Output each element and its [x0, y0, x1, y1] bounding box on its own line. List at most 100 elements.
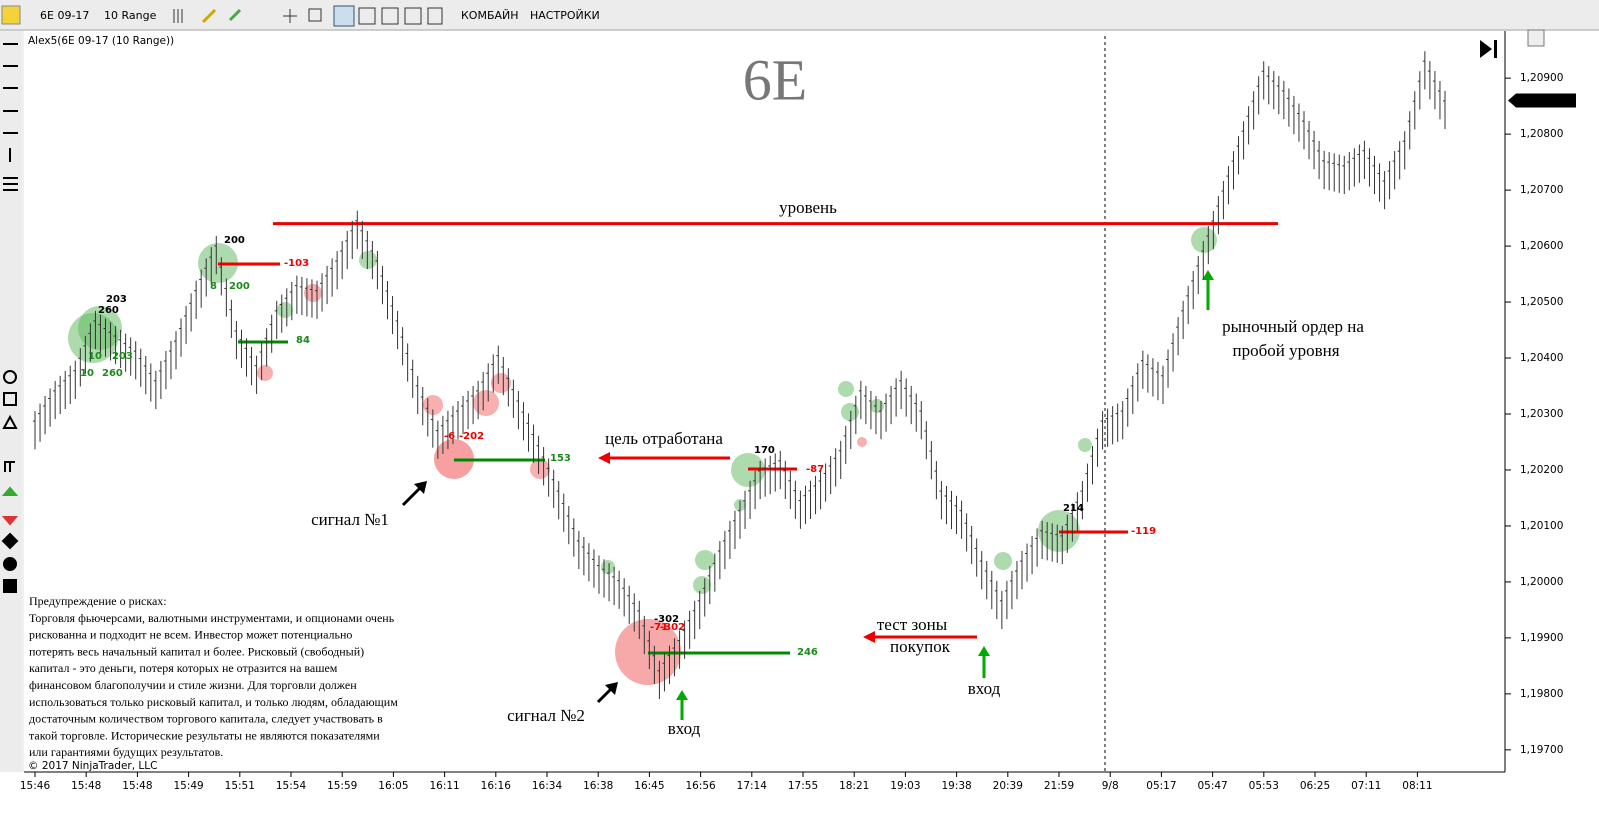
props-icon[interactable] — [404, 7, 422, 25]
y-tick-label: 1,20700 — [1520, 184, 1563, 196]
cross-icon[interactable] — [283, 9, 297, 23]
chart-title: 6E — [743, 47, 807, 112]
bubble — [530, 459, 550, 479]
bubble — [994, 552, 1012, 570]
last-price-tag — [1508, 93, 1576, 108]
toolbar-button[interactable]: НАСТРОЙКИ — [530, 9, 600, 22]
indicator-label: Alex5(6E 09-17 (10 Range)) — [28, 35, 174, 47]
x-tick-label: 05:53 — [1249, 780, 1279, 792]
bubble — [277, 302, 293, 318]
x-tick-label: 16:45 — [634, 780, 664, 792]
disclaimer-line: рискованна и подходит не всем. Инвестор … — [29, 628, 352, 642]
y-tick-label: 1,19800 — [1520, 688, 1563, 700]
x-tick-label: 16:38 — [583, 780, 613, 792]
y-tick-label: 1,20000 — [1520, 576, 1563, 588]
y-tick-label: 1,20300 — [1520, 408, 1563, 420]
number-label: 200 — [229, 281, 250, 292]
arrow-head — [605, 682, 618, 695]
scroll-end-button[interactable] — [1480, 40, 1497, 58]
disclaimer-line: такой торговле. Исторические результаты … — [29, 728, 380, 742]
bubble — [857, 437, 867, 447]
number-label: -302 — [654, 614, 679, 625]
zoom-icon[interactable] — [228, 8, 242, 22]
arrow-head — [863, 631, 875, 643]
magnify-icon[interactable] — [308, 8, 322, 22]
left-tools — [1, 43, 19, 593]
draw-icon[interactable] — [201, 8, 217, 24]
time-axis — [0, 772, 1599, 818]
bar-icon[interactable] — [173, 9, 183, 23]
dot-tool[interactable] — [3, 557, 17, 571]
text-tool[interactable] — [4, 461, 15, 472]
bubble — [841, 403, 859, 421]
line-tools[interactable] — [3, 43, 18, 191]
triangle-tool[interactable] — [2, 414, 18, 429]
x-tick-label: 08:11 — [1402, 780, 1432, 792]
bubble — [359, 251, 377, 269]
rect-tool[interactable] — [3, 392, 17, 406]
x-tick-label: 17:14 — [737, 780, 768, 792]
bubble — [870, 399, 884, 413]
y-tick-label: 1,20100 — [1520, 520, 1563, 532]
arrow-down-tool[interactable] — [1, 516, 19, 526]
annotation: уровень — [779, 198, 837, 217]
bubble — [695, 550, 715, 570]
bubble — [1191, 227, 1217, 253]
arrows — [401, 270, 1214, 720]
number-label: -202 — [459, 431, 484, 442]
arrow-head — [414, 481, 427, 494]
strategy-icon[interactable] — [358, 7, 376, 25]
x-tick-label: 19:38 — [941, 780, 971, 792]
chart-icon[interactable] — [381, 7, 399, 25]
number-label: -71 — [650, 622, 668, 633]
bubble — [693, 576, 711, 594]
x-tick-label: 05:47 — [1197, 780, 1227, 792]
number-label: 170 — [754, 445, 775, 456]
indicators-icon[interactable] — [333, 5, 355, 27]
x-tick-label: 20:39 — [993, 780, 1023, 792]
annotation: сигнал №1 — [311, 510, 389, 529]
number-label: -119 — [1131, 526, 1156, 537]
number-label: 8 — [210, 281, 217, 292]
toolbar-button[interactable]: КОМБАЙН — [461, 9, 519, 22]
ellipse-tool[interactable] — [3, 370, 17, 384]
number-label: 203 — [106, 294, 127, 305]
disclaimer-line: финансовом благополучии и стиле жизни. Д… — [29, 678, 357, 692]
number-label: 214 — [1063, 503, 1084, 514]
annotation: пробой уровня — [1232, 341, 1339, 360]
axis-menu[interactable] — [1527, 29, 1545, 47]
number-label: 246 — [797, 647, 818, 658]
x-tick-label: 16:34 — [532, 780, 563, 792]
x-tick-label: 16:05 — [378, 780, 408, 792]
y-tick-label: 1,20900 — [1520, 72, 1563, 84]
doc-icon[interactable] — [427, 7, 443, 25]
square-tool[interactable] — [3, 579, 17, 593]
diamond-tool[interactable] — [1, 532, 19, 550]
number-label: -302 — [660, 622, 685, 633]
last-price-label: 1,20860 — [1519, 95, 1562, 107]
menu-icon[interactable] — [1, 5, 21, 25]
x-tick-label: 15:49 — [173, 780, 203, 792]
x-tick-label: 9/8 — [1102, 780, 1119, 792]
bubble — [1078, 438, 1092, 452]
x-tick-label: 15:48 — [71, 780, 101, 792]
x-tick-label: 15:59 — [327, 780, 357, 792]
annotation: цель отработана — [605, 429, 723, 448]
y-tick-label: 1,20400 — [1520, 352, 1563, 364]
tool-icons — [173, 5, 443, 27]
annotation: тест зоны — [877, 615, 948, 634]
annotation: вход — [668, 719, 701, 738]
x-tick-label: 15:46 — [20, 780, 51, 792]
price-axis — [1505, 31, 1599, 772]
x-tick-label: 16:56 — [685, 780, 716, 792]
x-tick-label: 17:55 — [788, 780, 818, 792]
number-label: -6 — [444, 431, 455, 442]
left-toolbar — [0, 31, 22, 801]
x-tick-label: 18:21 — [839, 780, 869, 792]
arrow-head — [598, 452, 610, 464]
annotation: сигнал №2 — [507, 706, 585, 725]
instrument[interactable]: 6E 09-17 — [40, 9, 89, 22]
period[interactable]: 10 Range — [104, 9, 157, 22]
arrow-up-tool[interactable] — [1, 486, 19, 496]
